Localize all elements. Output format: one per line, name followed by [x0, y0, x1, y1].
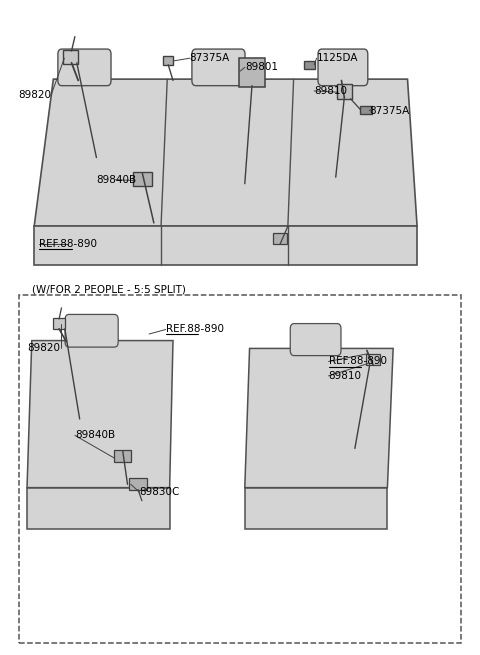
FancyBboxPatch shape	[290, 324, 341, 356]
FancyBboxPatch shape	[114, 451, 132, 462]
Polygon shape	[34, 79, 417, 226]
FancyBboxPatch shape	[133, 172, 152, 186]
Text: 89830C: 89830C	[140, 487, 180, 497]
Polygon shape	[27, 341, 173, 487]
Polygon shape	[34, 226, 417, 265]
FancyBboxPatch shape	[318, 49, 368, 86]
Text: 1125DA: 1125DA	[317, 52, 358, 63]
FancyBboxPatch shape	[163, 56, 173, 66]
Polygon shape	[245, 487, 387, 529]
Text: (W/FOR 2 PEOPLE - 5:5 SPLIT): (W/FOR 2 PEOPLE - 5:5 SPLIT)	[32, 284, 186, 295]
FancyBboxPatch shape	[192, 49, 245, 86]
FancyBboxPatch shape	[63, 50, 78, 64]
Text: 89820: 89820	[27, 343, 60, 354]
FancyBboxPatch shape	[360, 106, 372, 114]
Text: 89820: 89820	[18, 90, 51, 100]
FancyBboxPatch shape	[273, 233, 288, 244]
Polygon shape	[27, 487, 169, 529]
Text: 87375A: 87375A	[190, 52, 230, 63]
Text: 89801: 89801	[245, 62, 278, 72]
Text: 89810: 89810	[328, 371, 361, 381]
Text: REF.88-890: REF.88-890	[166, 324, 224, 334]
Text: 89810: 89810	[314, 86, 347, 96]
Text: REF.88-890: REF.88-890	[39, 239, 97, 249]
FancyBboxPatch shape	[239, 58, 265, 87]
FancyBboxPatch shape	[366, 354, 380, 365]
Polygon shape	[245, 348, 393, 487]
Text: REF.88-890: REF.88-890	[328, 356, 386, 367]
Text: 87375A: 87375A	[369, 105, 409, 115]
FancyBboxPatch shape	[337, 84, 351, 99]
FancyBboxPatch shape	[130, 479, 147, 490]
FancyBboxPatch shape	[19, 295, 461, 643]
FancyBboxPatch shape	[65, 314, 118, 347]
Text: 89840B: 89840B	[75, 430, 115, 440]
Text: 89840B: 89840B	[96, 176, 136, 185]
FancyBboxPatch shape	[304, 61, 315, 69]
FancyBboxPatch shape	[53, 318, 65, 329]
FancyBboxPatch shape	[58, 49, 111, 86]
